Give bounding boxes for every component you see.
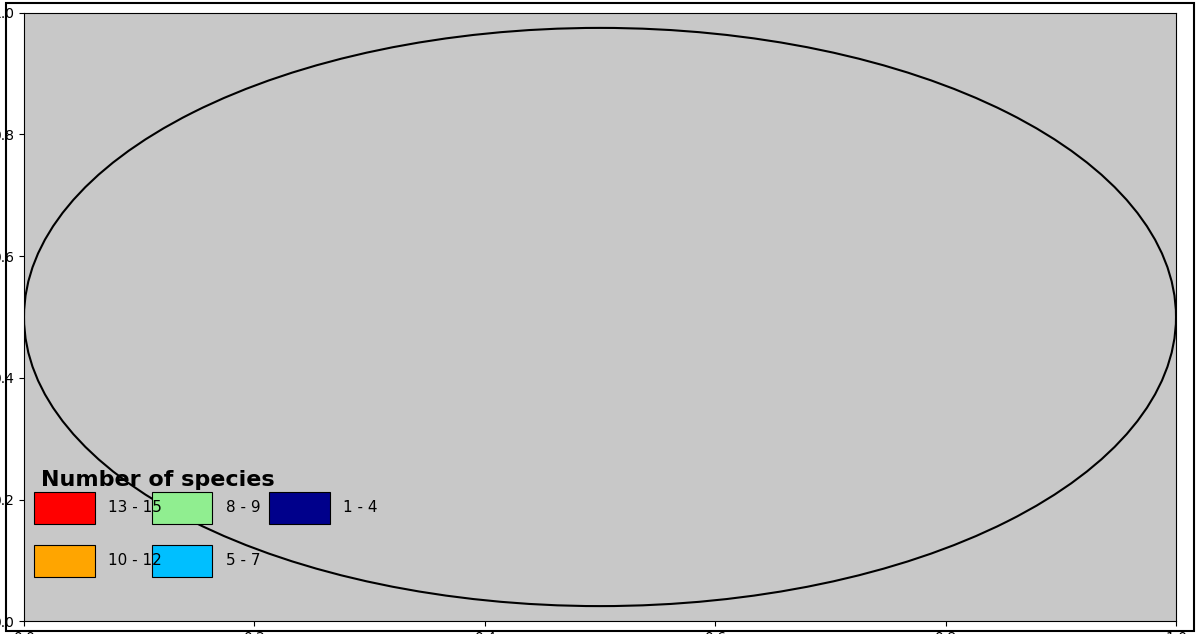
Text: 13 - 15: 13 - 15 — [108, 500, 162, 515]
FancyBboxPatch shape — [151, 492, 212, 524]
Text: Number of species: Number of species — [41, 470, 275, 491]
Text: 10 - 12: 10 - 12 — [108, 553, 162, 569]
FancyBboxPatch shape — [151, 545, 212, 577]
FancyBboxPatch shape — [34, 545, 95, 577]
Text: 8 - 9: 8 - 9 — [226, 500, 260, 515]
FancyBboxPatch shape — [269, 492, 330, 524]
Text: 1 - 4: 1 - 4 — [343, 500, 378, 515]
Text: 5 - 7: 5 - 7 — [226, 553, 260, 569]
Ellipse shape — [24, 28, 1176, 606]
FancyBboxPatch shape — [34, 492, 95, 524]
